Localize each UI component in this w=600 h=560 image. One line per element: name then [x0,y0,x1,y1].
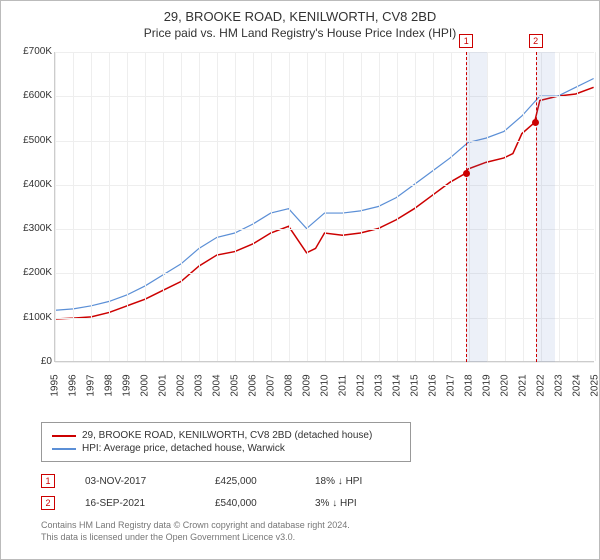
transaction-marker: 2 [41,496,55,510]
x-axis-label: 2001 [158,371,169,401]
chart-area: £0£100K£200K£300K£400K£500K£600K£700K199… [36,52,596,392]
x-axis-label: 2011 [338,371,349,401]
x-axis-label: 2000 [140,371,151,401]
plot-region: £0£100K£200K£300K£400K£500K£600K£700K199… [54,52,594,362]
transaction-table: 1 03-NOV-2017 £425,000 18% ↓ HPI 2 16-SEP-202… [41,470,599,514]
transaction-date: 03-NOV-2017 [85,476,185,487]
x-axis-label: 2017 [446,371,457,401]
x-axis-label: 2016 [428,371,439,401]
x-axis-label: 1999 [122,371,133,401]
x-axis-label: 2019 [482,371,493,401]
x-axis-label: 2008 [284,371,295,401]
transaction-row: 1 03-NOV-2017 £425,000 18% ↓ HPI [41,470,599,492]
chart-subtitle: Price paid vs. HM Land Registry's House … [1,24,599,48]
x-axis-label: 2007 [266,371,277,401]
x-axis-label: 2022 [536,371,547,401]
chart-title: 29, BROOKE ROAD, KENILWORTH, CV8 2BD [1,1,599,24]
transaction-date: 16-SEP-2021 [85,498,185,509]
y-axis-label: £400K [17,179,52,190]
chart-marker-1: 1 [459,34,473,48]
x-axis-label: 2013 [374,371,385,401]
transaction-marker: 1 [41,474,55,488]
x-axis-label: 1997 [86,371,97,401]
x-axis-label: 2020 [500,371,511,401]
transaction-price: £540,000 [215,498,285,509]
x-axis-label: 2021 [518,371,529,401]
footer-line2: This data is licensed under the Open Gov… [41,532,599,544]
y-axis-label: £500K [17,135,52,146]
x-axis-label: 2025 [590,371,600,401]
transaction-delta: 3% ↓ HPI [315,498,415,509]
legend-swatch [52,435,76,437]
y-axis-label: £100K [17,312,52,323]
x-axis-label: 2002 [176,371,187,401]
x-axis-label: 2024 [572,371,583,401]
x-axis-label: 2005 [230,371,241,401]
y-axis-label: £300K [17,223,52,234]
transaction-price: £425,000 [215,476,285,487]
transaction-delta: 18% ↓ HPI [315,476,415,487]
x-axis-label: 2018 [464,371,475,401]
x-axis-label: 2006 [248,371,259,401]
x-axis-label: 2009 [302,371,313,401]
y-axis-label: £200K [17,267,52,278]
x-axis-label: 1995 [50,371,61,401]
footer-attribution: Contains HM Land Registry data © Crown c… [41,520,599,543]
chart-marker-2: 2 [529,34,543,48]
y-axis-label: £0 [17,356,52,367]
y-axis-label: £600K [17,90,52,101]
legend-swatch [52,448,76,450]
legend-label: HPI: Average price, detached house, Warw… [82,443,285,454]
legend-item: HPI: Average price, detached house, Warw… [52,442,400,455]
y-axis-label: £700K [17,46,52,57]
x-axis-label: 2010 [320,371,331,401]
transaction-row: 2 16-SEP-2021 £540,000 3% ↓ HPI [41,492,599,514]
x-axis-label: 2004 [212,371,223,401]
legend-item: 29, BROOKE ROAD, KENILWORTH, CV8 2BD (de… [52,429,400,442]
x-axis-label: 1998 [104,371,115,401]
x-axis-label: 1996 [68,371,79,401]
x-axis-label: 2014 [392,371,403,401]
x-axis-label: 2003 [194,371,205,401]
legend: 29, BROOKE ROAD, KENILWORTH, CV8 2BD (de… [41,422,411,462]
legend-label: 29, BROOKE ROAD, KENILWORTH, CV8 2BD (de… [82,430,372,441]
x-axis-label: 2015 [410,371,421,401]
x-axis-label: 2023 [554,371,565,401]
x-axis-label: 2012 [356,371,367,401]
footer-line1: Contains HM Land Registry data © Crown c… [41,520,599,532]
chart-container: 29, BROOKE ROAD, KENILWORTH, CV8 2BD Pri… [0,0,600,560]
